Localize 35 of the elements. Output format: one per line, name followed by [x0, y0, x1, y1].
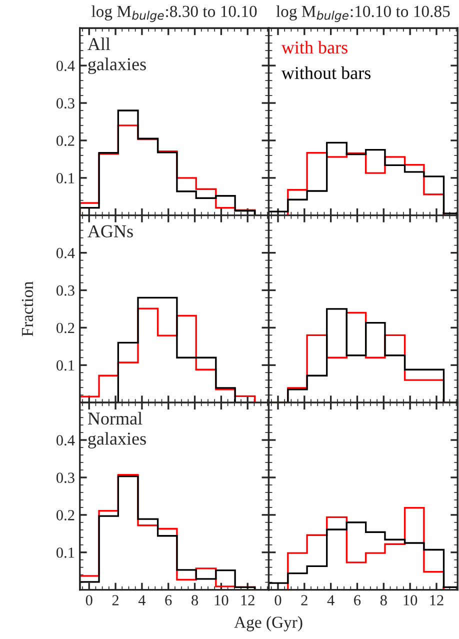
x-tick-label: 12 [241, 595, 254, 606]
y-tick-label: 0.2 [56, 510, 74, 520]
x-tick-label: 8 [192, 595, 198, 606]
annotation: AGNs [88, 225, 133, 238]
y-axis-title: Fraction [22, 281, 34, 336]
x-tick-label: 4 [138, 595, 146, 606]
x-tick-label: 6 [165, 595, 172, 606]
x-tick-label: 6 [354, 595, 361, 606]
annotation: All galaxies [88, 37, 146, 74]
text: without bars [281, 66, 370, 80]
x-tick-label: 2 [112, 595, 119, 606]
y-tick-label: 0.4 [56, 435, 75, 446]
y-tick-label: 0.4 [56, 248, 75, 258]
y-tick-label: 0.2 [56, 136, 74, 146]
text: with bars [281, 40, 348, 54]
chart-title: log M$_{bulge}$:8.30 to 10.10 [92, 5, 257, 22]
y-tick-label: 0.4 [56, 60, 75, 72]
x-tick-label: 12 [430, 595, 444, 606]
y-tick-label: 0.1 [56, 360, 74, 371]
y-tick-label: 0.2 [56, 322, 74, 334]
y-tick-label: 0.3 [56, 98, 74, 109]
annotation: Normal galaxies [88, 412, 146, 448]
x-tick-label: 4 [327, 595, 334, 606]
x-tick-label: 0 [86, 595, 92, 606]
x-tick-label: 10 [214, 595, 228, 606]
y-tick-label: 0.1 [56, 173, 74, 184]
x-axis-title: Age (Gyr) [234, 616, 302, 632]
x-tick-label: 8 [380, 595, 387, 606]
x-tick-label: 10 [404, 595, 418, 606]
y-tick-label: 0.3 [56, 472, 74, 483]
x-tick-label: 2 [301, 595, 308, 606]
chart-title: log M$_{bulge}$:10.10 to 10.85 [276, 5, 450, 22]
x-tick-label: 0 [274, 595, 282, 606]
y-tick-label: 0.3 [56, 285, 74, 296]
y-tick-label: 0.1 [56, 547, 74, 558]
